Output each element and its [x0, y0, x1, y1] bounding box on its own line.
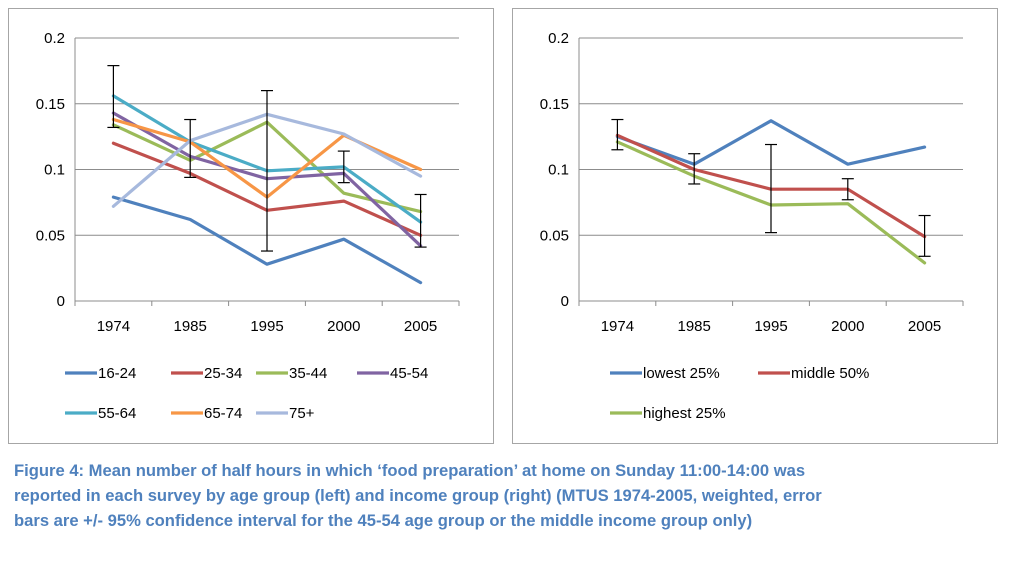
error-bar: [107, 65, 120, 129]
legend-item-16-24: 16-24: [65, 365, 136, 382]
y-tick-label: 0.2: [44, 30, 65, 47]
x-tick-label: 1985: [174, 318, 207, 335]
legend-item-lowest-25: lowest 25%: [610, 365, 720, 382]
x-tick-label: 1995: [754, 318, 787, 335]
error-bar: [841, 178, 854, 201]
legend-item-middle-50: middle 50%: [758, 365, 869, 382]
figure-caption: Figure 4: Mean number of half hours in w…: [14, 458, 999, 533]
legend-label: middle 50%: [791, 365, 869, 382]
x-tick-label: 1995: [250, 318, 283, 335]
caption-line-1: Figure 4: Mean number of half hours in w…: [14, 461, 806, 480]
error-bar: [688, 153, 701, 185]
y-tick-label: 0.15: [540, 96, 569, 113]
caption-line-2: reported in each survey by age group (le…: [14, 486, 822, 505]
y-tick-label: 0: [561, 293, 569, 310]
error-bar: [184, 118, 197, 178]
x-tick-label: 2005: [404, 318, 437, 335]
error-bar: [611, 118, 624, 151]
y-tick-label: 0.05: [540, 227, 569, 244]
series-line-16-24: [111, 195, 423, 285]
legend-item-75: 75+: [256, 405, 315, 422]
error-bar: [414, 193, 427, 248]
legend-label: 16-24: [98, 365, 136, 382]
y-tick-label: 0.15: [36, 96, 65, 113]
legend-item-45-54: 45-54: [357, 365, 428, 382]
y-tick-label: 0: [57, 293, 65, 310]
x-tick-label: 1974: [601, 318, 634, 335]
series-line-lowest-25: [615, 119, 927, 166]
left-chart: 0 0.05 0.1 0.15 0.2 1974 1985 1995 2000 2005 16-24…: [36, 30, 460, 422]
y-tick-label: 0.1: [44, 162, 65, 179]
x-tick-label: 2000: [831, 318, 864, 335]
legend-label: 75+: [289, 405, 315, 422]
y-tick-label: 0.1: [548, 162, 569, 179]
legend-item-55-64: 55-64: [65, 405, 136, 422]
x-tick-label: 1974: [97, 318, 130, 335]
left-chart-panel: 0 0.05 0.1 0.15 0.2 1974 1985 1995 2000 2005 16-24…: [8, 8, 494, 444]
right-chart-panel: 0 0.05 0.1 0.15 0.2 1974 1985 1995 2000 2005 lowes…: [512, 8, 998, 444]
error-bar: [261, 89, 273, 252]
legend-label: lowest 25%: [643, 365, 720, 382]
legend-item-65-74: 65-74: [171, 405, 242, 422]
error-bar: [765, 143, 777, 234]
x-tick-label: 2000: [327, 318, 360, 335]
error-bar: [918, 214, 931, 257]
y-tick-label: 0.2: [548, 30, 569, 47]
legend-label: 25-34: [204, 365, 242, 382]
x-tick-label: 1985: [678, 318, 711, 335]
legend-label: 35-44: [289, 365, 327, 382]
legend-item-highest-25: highest 25%: [610, 405, 726, 422]
legend-label: highest 25%: [643, 405, 726, 422]
right-chart: 0 0.05 0.1 0.15 0.2 1974 1985 1995 2000 2005 lowes…: [540, 30, 964, 422]
legend-label: 65-74: [204, 405, 242, 422]
legend-label: 55-64: [98, 405, 136, 422]
legend-item-35-44: 35-44: [256, 365, 327, 382]
error-bar: [337, 150, 350, 184]
y-tick-label: 0.05: [36, 227, 65, 244]
legend-item-25-34: 25-34: [171, 365, 242, 382]
caption-line-3: bars are +/- 95% confidence interval for…: [14, 511, 753, 530]
legend-label: 45-54: [390, 365, 428, 382]
x-tick-label: 2005: [908, 318, 941, 335]
